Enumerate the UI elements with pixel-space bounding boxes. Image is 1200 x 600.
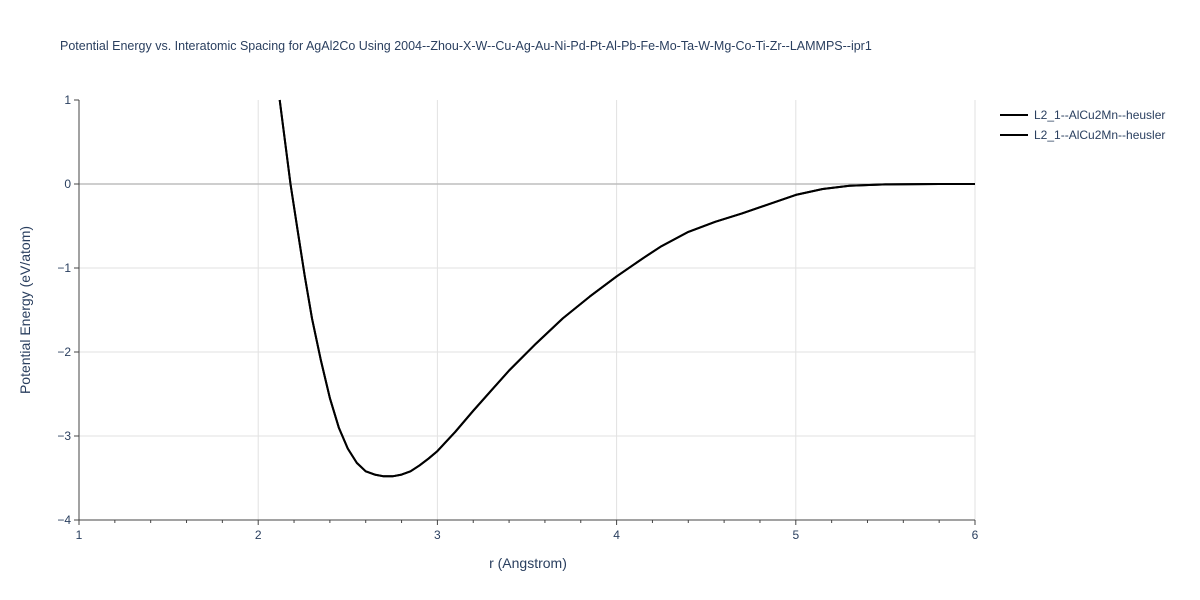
axes: 1 2 3 4 5 6 1 0 −1 −2 −3 −4 [57, 93, 978, 542]
x-tick-label: 2 [255, 528, 262, 542]
x-tick-label: 1 [76, 528, 83, 542]
series-line-1 [278, 99, 975, 478]
y-tick-label: −2 [57, 345, 71, 359]
series-line-2 [278, 99, 975, 478]
legend-label: L2_1--AlCu2Mn--heusler [1034, 108, 1165, 122]
x-tick-label: 5 [792, 528, 799, 542]
x-tick-label: 6 [972, 528, 979, 542]
y-tick-label: −3 [57, 429, 71, 443]
series-layer [278, 99, 975, 478]
chart-title: Potential Energy vs. Interatomic Spacing… [60, 39, 872, 53]
x-axis-label: r (Angstrom) [489, 555, 567, 571]
y-tick-label: 1 [64, 93, 71, 107]
x-tick-label: 4 [613, 528, 620, 542]
legend-label: L2_1--AlCu2Mn--heusler [1034, 128, 1165, 142]
legend-item-1[interactable]: L2_1--AlCu2Mn--heusler [1000, 108, 1165, 122]
legend[interactable]: L2_1--AlCu2Mn--heusler L2_1--AlCu2Mn--heu… [1000, 108, 1165, 142]
y-axis-label: Potential Energy (eV/atom) [17, 226, 33, 394]
y-tick-label: −1 [57, 261, 71, 275]
grid [79, 100, 976, 520]
y-tick-label: 0 [64, 177, 71, 191]
x-tick-label: 3 [434, 528, 441, 542]
legend-item-2[interactable]: L2_1--AlCu2Mn--heusler [1000, 128, 1165, 142]
y-tick-label: −4 [57, 513, 71, 527]
